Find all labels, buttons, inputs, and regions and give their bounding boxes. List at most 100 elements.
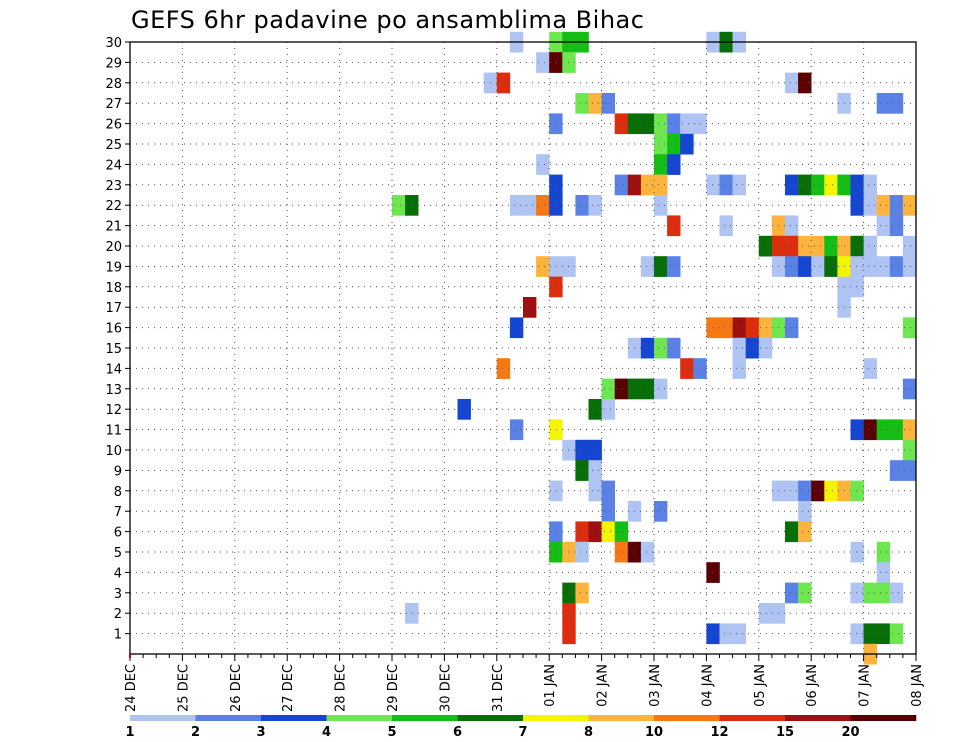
colorbar-segment [588,715,655,721]
heatmap-cell [732,317,746,339]
heatmap-cell [719,215,733,237]
colorbar-label: 6 [453,725,462,740]
heatmap-cell [575,195,589,216]
heatmap-cell [850,623,864,645]
heatmap-cell [798,235,812,257]
heatmap-cell [824,480,838,502]
heatmap-cell [850,480,864,502]
y-tick-label: 9 [114,464,122,479]
x-tick-label: 01 JAN [543,664,558,707]
heatmap-cell [863,419,877,441]
heatmap-cell [601,521,615,543]
heatmap-cell [654,113,668,135]
heatmap-cell [654,154,668,175]
heatmap-cell [850,256,864,277]
heatmap-cell [798,174,812,196]
heatmap-cell [798,582,812,604]
heatmap-cell [732,337,746,359]
heatmap-cell [536,256,550,277]
heatmap-cell [876,623,891,645]
heatmap-cell [889,195,904,216]
heatmap-cell [654,174,668,196]
heatmap-cell [850,541,864,563]
heatmap-cell [575,582,589,604]
heatmap-cell [654,337,668,359]
heatmap-cell [640,256,655,277]
y-tick-label: 12 [105,403,122,418]
y-tick-label: 3 [114,587,122,602]
colorbar-label: 5 [387,725,396,740]
heatmap-cell [654,378,668,400]
heatmap-cell [640,174,655,196]
y-tick-label: 5 [114,546,122,561]
heatmap-cell [889,623,904,645]
heatmap-cell [536,52,550,73]
gridlines [130,41,916,654]
heatmap-cell [575,93,589,114]
colorbar-segment [326,715,393,721]
heatmap-cell [902,256,917,277]
heatmap-cell [601,480,615,502]
plot-frame [129,41,917,655]
colorbar-label: 3 [256,725,265,740]
heatmap-cell [509,317,524,339]
x-tick-label: 04 JAN [700,664,715,707]
heatmap-cell [706,174,720,196]
heatmap-cell [588,93,602,114]
heatmap-cell [549,521,563,543]
heatmap-cell [536,195,550,216]
x-tick-label: 08 JAN [910,664,925,707]
heatmap-cell [876,582,891,604]
heatmap-cell [811,256,825,277]
y-tick-label: 20 [105,240,122,255]
heatmap-cell [863,358,877,379]
y-tick-label: 10 [105,444,122,459]
heatmap-cell [876,541,891,563]
colorbar-label: 20 [841,725,859,740]
heatmap-cell [549,480,563,502]
heatmap-cell [863,582,877,604]
heatmap-cell [798,256,812,277]
heatmap-cell [732,358,746,379]
heatmap-cell [640,378,655,400]
heatmap-cell [902,195,917,216]
heatmap-cell [785,174,799,196]
x-tick-label: 27 DEC [281,664,296,712]
heatmap-cell [667,154,681,175]
x-tick-label: 03 JAN [648,664,663,707]
heatmap-cell [667,133,681,155]
heatmap-cell [706,562,720,583]
colorbar-segment [654,715,720,721]
chart-title: GEFS 6hr padavine po ansamblima Bihac [131,6,645,34]
x-tick-label: 25 DEC [176,664,191,712]
heatmap-cell [811,174,825,196]
heatmap-cells [392,31,917,665]
heatmap-cell [902,419,917,441]
heatmap-cell [758,317,773,339]
heatmap-cell [758,337,773,359]
heatmap-cell [889,93,904,114]
heatmap-cell [902,460,917,481]
y-tick-label: 26 [105,118,122,133]
heatmap-cell [850,235,864,257]
heatmap-cell [667,337,681,359]
heatmap-cell [732,174,746,196]
heatmap-cell [392,195,406,216]
y-tick-label: 7 [114,505,122,520]
heatmap-cell [575,460,589,481]
y-tick-label: 2 [114,607,122,622]
heatmap-cell [824,256,838,277]
heatmap-cell [850,195,864,216]
heatmap-cell [588,460,602,481]
heatmap-cell [601,501,615,522]
heatmap-cell [549,195,563,216]
colorbar-label: 2 [191,725,200,740]
heatmap-cell [876,256,891,277]
heatmap-cell [785,215,799,237]
heatmap-cell [496,72,511,94]
heatmap-cell [850,419,864,441]
x-tick-label: 30 DEC [438,664,453,712]
colorbar-segment [457,715,524,721]
y-tick-label: 11 [105,424,122,439]
x-tick-label: 05 JAN [753,664,768,707]
